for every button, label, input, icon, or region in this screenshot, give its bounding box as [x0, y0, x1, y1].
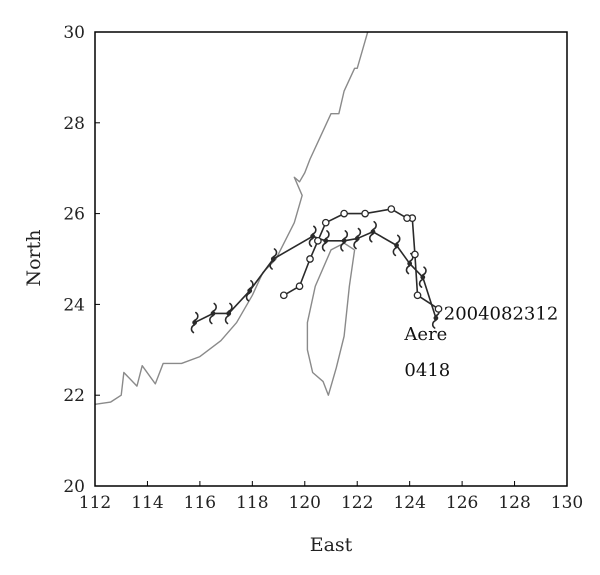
typhoon-symbol-icon	[190, 311, 199, 334]
x-tick-label: 116	[184, 493, 216, 513]
typhoon-tracks	[190, 205, 443, 334]
mainland-china-coast	[94, 31, 369, 405]
y-tick-label: 28	[63, 114, 85, 134]
typhoon-symbol-icon	[340, 230, 349, 252]
track-point-circle	[361, 209, 369, 218]
track-point-circle	[411, 250, 419, 259]
y-tick-label: 20	[63, 477, 85, 497]
typhoon-symbol-icon	[353, 227, 362, 250]
coastlines	[94, 31, 369, 405]
typhoon-symbol-icon	[392, 234, 401, 257]
tick-labels: 112 114 116 118 120 122 124 126 128 130 20 22 24 26 28…	[63, 23, 583, 513]
x-tick-label: 114	[131, 493, 163, 513]
typhoon-symbol-icon	[209, 302, 217, 325]
x-tick-label: 124	[393, 493, 425, 513]
track-point-circle	[434, 305, 443, 313]
x-axis-label: East	[310, 534, 353, 556]
taiwan-coast	[306, 242, 356, 396]
y-axis-label: North	[23, 229, 45, 286]
typhoon-symbol-icon	[269, 248, 278, 270]
track-point-circle	[387, 205, 396, 213]
x-tick-label: 112	[79, 493, 111, 513]
x-tick-label: 126	[446, 493, 478, 513]
x-tick-label: 120	[289, 493, 321, 513]
typhoon-symbol-icon	[245, 279, 254, 302]
typhoon-symbol-icon	[308, 225, 317, 248]
y-tick-label: 30	[63, 23, 85, 43]
axis-ticks	[94, 31, 568, 487]
typhoon-symbol-icon	[369, 220, 377, 243]
track-point-circle	[413, 291, 422, 300]
plot-frame	[94, 31, 568, 487]
track-point-circle	[279, 291, 288, 300]
y-tick-label: 22	[63, 386, 85, 406]
track-end-timestamp-label: 2004082312	[444, 303, 559, 324]
typhoon-symbol-icon	[224, 302, 233, 325]
y-tick-label: 26	[63, 205, 85, 225]
y-tick-label: 24	[63, 295, 85, 315]
x-tick-label: 130	[551, 493, 583, 513]
x-tick-label: 122	[341, 493, 373, 513]
x-tick-label: 128	[498, 493, 530, 513]
track-line-0	[194, 230, 437, 324]
typhoon-symbol-icon	[321, 230, 330, 252]
track-point-circle	[295, 282, 304, 291]
typhoon-symbol-icon	[418, 266, 427, 288]
track-point-circle	[306, 255, 314, 263]
track-point-circle	[340, 209, 348, 218]
track-point-circle	[321, 218, 330, 227]
track-point-circle	[314, 236, 322, 245]
x-tick-label: 118	[236, 493, 268, 513]
typhoon-number-label: 0418	[404, 360, 450, 381]
typhoon-name-label: Aere	[403, 324, 447, 345]
track-point-circle	[403, 214, 411, 222]
